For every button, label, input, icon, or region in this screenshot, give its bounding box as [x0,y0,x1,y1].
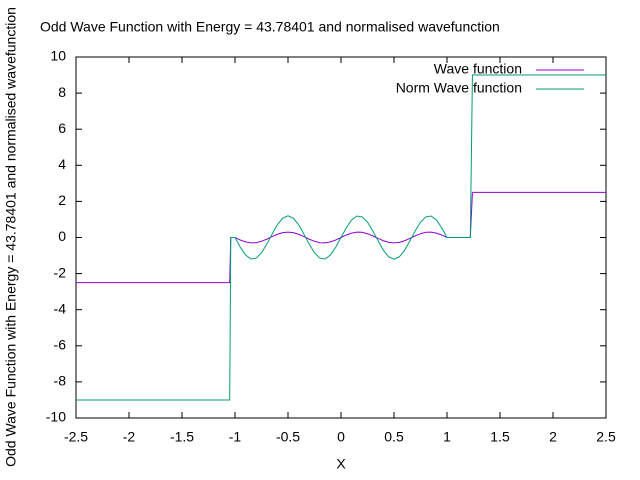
x-tick-label: -1.5 [170,429,194,445]
y-tick-label: -8 [54,373,67,389]
x-tick-label: 0 [337,429,345,445]
x-tick-label: -2.5 [64,429,88,445]
y-tick-label: 4 [58,156,66,172]
y-tick-label: 6 [58,120,66,136]
x-tick-label: 2 [549,429,557,445]
x-axis-label: X [336,456,346,472]
series-line [76,74,606,401]
y-tick-label: 2 [58,192,66,208]
y-tick-label: 8 [58,84,66,100]
x-tick-label: 2.5 [596,429,616,445]
y-tick-label: -6 [54,337,67,353]
x-tick-label: 1 [443,429,451,445]
y-tick-label: 10 [50,48,66,64]
x-tick-label: 0.5 [384,429,404,445]
x-tick-label: -0.5 [276,429,300,445]
x-tick-label: -2 [123,429,136,445]
y-tick-label: -10 [46,409,66,425]
legend-label: Wave function [434,61,522,77]
legend-label: Norm Wave function [396,80,522,96]
y-tick-label: -2 [54,264,67,280]
y-tick-label: 0 [58,228,66,244]
y-axis-label: Odd Wave Function with Energy = 43.78401… [3,7,19,467]
x-tick-label: -1 [229,429,242,445]
chart-title: Odd Wave Function with Energy = 43.78401… [40,19,500,35]
y-tick-label: -4 [54,300,67,316]
x-tick-label: 1.5 [490,429,510,445]
